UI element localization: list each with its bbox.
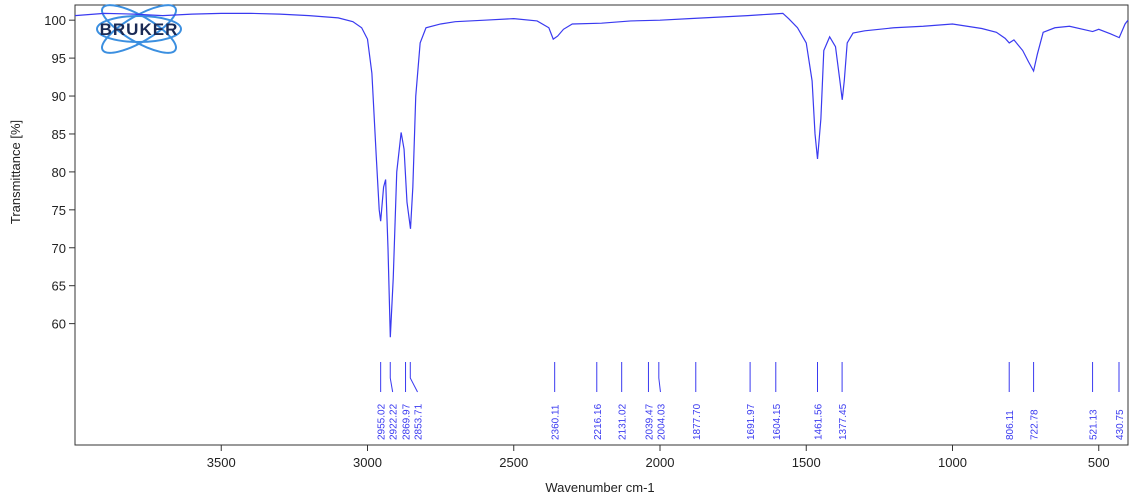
peak-label: 1461.56 — [813, 403, 824, 440]
y-tick-label: 60 — [52, 317, 66, 332]
peak-marker — [409, 362, 418, 393]
x-tick-label: 1000 — [938, 455, 967, 470]
peak-label: 521.13 — [1089, 409, 1100, 440]
peak-label: 2853.71 — [414, 403, 425, 440]
y-tick-label: 100 — [44, 13, 66, 28]
peak-label: 2955.02 — [377, 403, 388, 440]
y-tick-label: 75 — [52, 203, 66, 218]
peak-label: 2869.97 — [402, 403, 413, 440]
logo: BRUKER — [96, 4, 182, 54]
y-tick-label: 70 — [52, 241, 66, 256]
peak-label: 2216.16 — [593, 403, 604, 440]
x-tick-label: 3000 — [353, 455, 382, 470]
peak-label: 1604.15 — [772, 403, 783, 440]
logo-ring — [101, 4, 177, 54]
peak-label: 1377.45 — [838, 403, 849, 440]
y-axis-title: Transmittance [%] — [8, 120, 23, 224]
logo-text: BRUKER — [100, 20, 179, 39]
y-tick-label: 85 — [52, 127, 66, 142]
spectrum-line — [74, 12, 1129, 338]
x-tick-label: 2000 — [646, 455, 675, 470]
y-tick-label: 95 — [52, 51, 66, 66]
x-tick-label: 500 — [1088, 455, 1110, 470]
peak-marker — [389, 362, 394, 393]
peak-marker — [658, 362, 661, 393]
peak-label: 2922.22 — [389, 403, 400, 440]
peak-label: 1877.70 — [692, 403, 703, 440]
peak-label: 2131.02 — [618, 403, 629, 440]
plot-frame — [74, 4, 1129, 446]
peak-label: 2360.11 — [551, 404, 562, 440]
x-axis-title: Wavenumber cm-1 — [545, 480, 654, 495]
peak-label: 2004.03 — [656, 403, 667, 440]
logo-ring — [101, 4, 177, 54]
peak-label: 722.78 — [1030, 409, 1041, 440]
y-tick-label: 65 — [52, 279, 66, 294]
x-tick-label: 2500 — [499, 455, 528, 470]
peak-label: 806.11 — [1005, 410, 1016, 440]
peak-label: 2039.47 — [644, 403, 655, 440]
x-tick-label: 1500 — [792, 455, 821, 470]
logo-ring — [96, 15, 182, 43]
x-tick-label: 3500 — [207, 455, 236, 470]
y-tick-label: 90 — [52, 89, 66, 104]
peak-label: 1691.97 — [746, 403, 757, 440]
peak-label: 430.75 — [1115, 409, 1126, 440]
y-tick-label: 80 — [52, 165, 66, 180]
